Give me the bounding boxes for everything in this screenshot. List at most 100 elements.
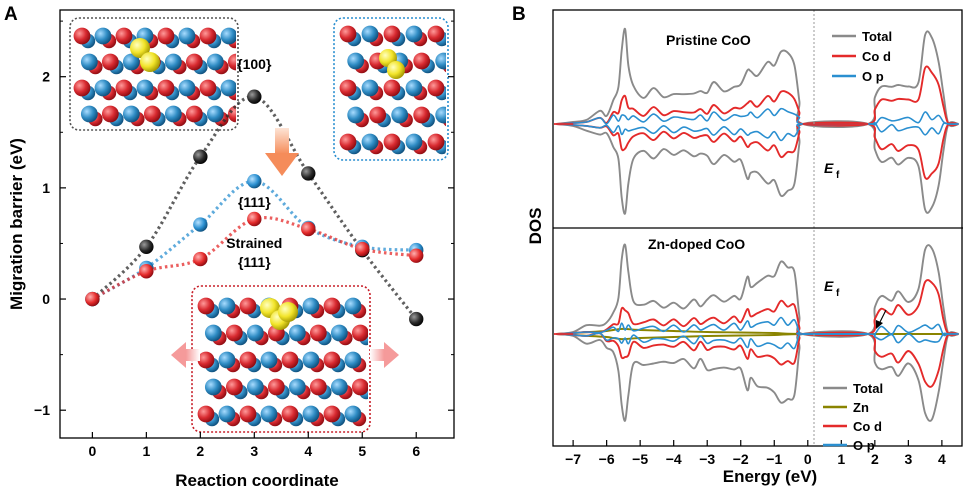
cobalt-atom	[344, 297, 362, 315]
gap-state-arrow-icon	[878, 309, 887, 325]
cobalt-atom	[288, 378, 306, 396]
dos-cod-down	[556, 331, 959, 388]
oxygen-atom	[197, 351, 215, 369]
cobalt-atom	[218, 351, 236, 369]
fermi-label-sub: f	[836, 170, 840, 181]
dos-op-down	[556, 332, 959, 350]
oxygen-atom	[383, 25, 401, 43]
cobalt-atom	[405, 25, 423, 43]
legend-label: Co d	[853, 419, 882, 434]
oxygen-atom	[225, 378, 243, 396]
x-tick-label: 3	[250, 443, 258, 459]
x-tick-label: 1	[142, 443, 150, 459]
y-tick-label: 1	[42, 180, 50, 196]
cobalt-atom	[94, 27, 112, 45]
panel-a-x-axis-title: Reaction coordinate	[175, 471, 338, 490]
cobalt-atom	[218, 297, 236, 315]
atom-cluster	[197, 297, 368, 427]
cobalt-atom	[220, 79, 236, 97]
facet-title-pristine: Pristine CoO	[666, 32, 751, 48]
curve-annotation: {111}	[238, 254, 271, 270]
panel-a: A 0 1 2 3 4 5 6 −1 0 1 2 {100} {111} Strained {111} R…	[4, 4, 455, 490]
oxygen-atom	[197, 297, 215, 315]
oxygen-atom	[383, 79, 401, 97]
dos-cod-up	[556, 279, 959, 337]
oxygen-atom	[73, 79, 91, 97]
lithium-atom	[140, 52, 160, 72]
cobalt-atom	[204, 324, 222, 342]
oxygen-atom	[101, 105, 119, 123]
oxygen-atom	[351, 324, 368, 342]
legend-label: Co d	[862, 49, 891, 64]
panel-a-points	[85, 89, 424, 327]
legend-label: O p	[862, 69, 884, 84]
oxygen-atom	[281, 351, 299, 369]
barrier-point-s100	[247, 89, 262, 104]
oxygen-atom	[73, 27, 91, 45]
cobalt-atom	[122, 53, 140, 71]
legend-label: O p	[853, 438, 875, 453]
oxygen-atom	[323, 405, 341, 423]
fermi-label-letter: E	[824, 160, 834, 176]
lithium-atom	[130, 38, 150, 58]
x-tick-label: 4	[304, 443, 312, 459]
panel-b-legends: Total Co d O p Total Zn Co d O p	[823, 29, 892, 453]
legend-label: Total	[862, 29, 892, 44]
cobalt-atom	[405, 133, 423, 151]
cobalt-atom	[435, 52, 446, 70]
oxygen-atom	[197, 405, 215, 423]
cobalt-atom	[122, 105, 140, 123]
x-tick-label: 4	[938, 451, 946, 467]
dos-cod-down	[556, 121, 959, 180]
x-tick-label: −7	[565, 451, 581, 467]
panel-b-ticks: −7 −6 −5 −4 −3 −2 −1 0 1 2 3 4	[565, 440, 946, 467]
oxygen-atom	[309, 324, 327, 342]
barrier-point-s111	[247, 174, 262, 189]
x-tick-label: −2	[733, 451, 749, 467]
oxygen-atom	[185, 105, 203, 123]
cobalt-atom	[344, 351, 362, 369]
oxygen-atom	[115, 79, 133, 97]
strain-left-arrow-icon	[186, 349, 200, 361]
cobalt-atom	[80, 105, 98, 123]
oxygen-atom	[157, 27, 175, 45]
oxygen-atom	[351, 378, 368, 396]
cobalt-atom	[361, 133, 379, 151]
oxygen-atom	[281, 405, 299, 423]
curve-annotation: {100}	[237, 56, 272, 72]
x-tick-label: −5	[632, 451, 648, 467]
cobalt-atom	[344, 405, 362, 423]
barrier-point-strained	[301, 221, 316, 237]
atom-cluster	[73, 27, 236, 127]
cobalt-atom	[246, 324, 264, 342]
oxygen-atom	[199, 27, 217, 45]
barrier-point-strained	[247, 211, 262, 227]
panel-a-crystal-structures	[69, 17, 449, 433]
gap-state-arrowhead-icon	[876, 320, 883, 329]
x-tick-label: 2	[871, 451, 879, 467]
panel-a-ticks: 0 1 2 3 4 5 6 −1 0 1 2	[34, 20, 454, 459]
oxygen-atom	[323, 297, 341, 315]
panel-a-letter: A	[4, 4, 18, 25]
barrier-point-s100	[193, 149, 208, 164]
strain-right-arrowhead-icon	[384, 342, 399, 368]
oxygen-atom	[101, 53, 119, 71]
cobalt-atom	[164, 105, 182, 123]
dos-total-up	[556, 27, 959, 129]
facet-title-zn-doped: Zn-doped CoO	[648, 236, 745, 252]
oxygen-atom	[413, 106, 431, 124]
oxygen-atom	[339, 133, 357, 151]
fermi-label-top: E f	[824, 160, 840, 181]
oxygen-atom	[225, 324, 243, 342]
oxygen-atom	[227, 53, 236, 71]
oxygen-atom	[239, 297, 257, 315]
cobalt-atom	[80, 53, 98, 71]
oxygen-atom	[239, 351, 257, 369]
barrier-drop-arrowhead-icon	[265, 153, 299, 176]
curve-annotation: Strained	[226, 235, 282, 251]
x-tick-label: 6	[412, 443, 420, 459]
cobalt-atom	[94, 79, 112, 97]
y-tick-label: 0	[42, 291, 50, 307]
barrier-point-s100	[301, 166, 316, 181]
